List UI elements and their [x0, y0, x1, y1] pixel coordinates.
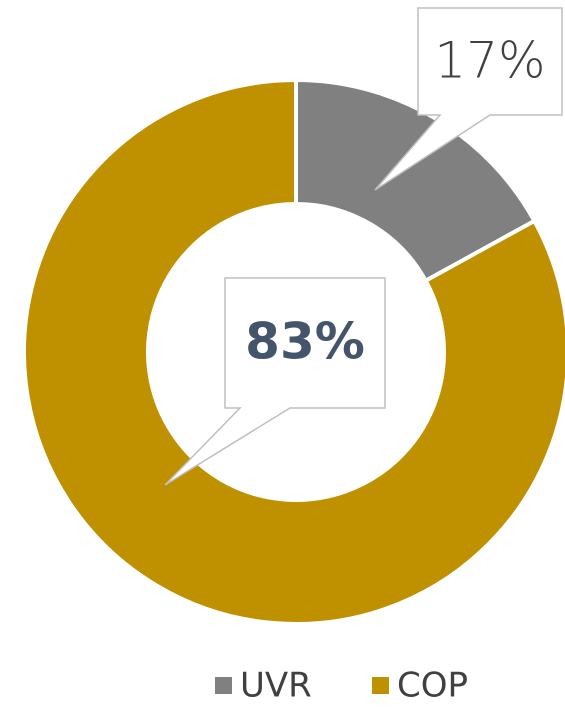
legend-label: UVR [240, 666, 312, 706]
legend-label: COP [397, 666, 468, 706]
legend: UVR COP [215, 666, 468, 706]
callout-box [164, 277, 386, 486]
slice [22, 77, 565, 626]
callout-box [374, 7, 563, 191]
slice [294, 77, 538, 284]
donut [22, 77, 565, 626]
legend-swatch [372, 677, 389, 694]
data-label: 83% [245, 313, 365, 371]
legend-swatch [215, 677, 232, 694]
data-label: 17% [434, 32, 545, 90]
